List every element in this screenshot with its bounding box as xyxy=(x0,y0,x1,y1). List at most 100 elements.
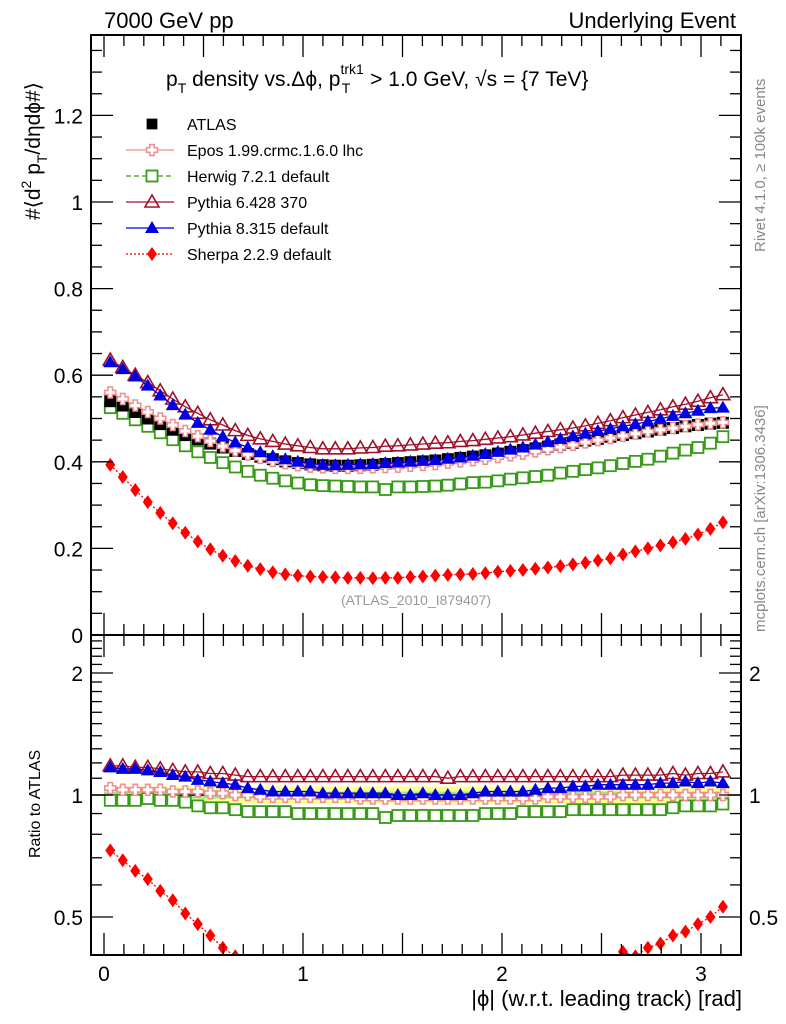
y-tick-label: 1.2 xyxy=(54,105,83,128)
ratio-point-sherpa xyxy=(580,963,590,977)
ratio-point-pythia xyxy=(165,768,180,781)
main-point-herwig xyxy=(253,468,267,482)
ratio-point-pythia xyxy=(478,784,493,797)
ratio-point-pythia xyxy=(714,763,732,778)
main-point-pythia xyxy=(353,457,368,470)
y-tick-label: 0 xyxy=(71,625,83,648)
ratio-point-pythia xyxy=(490,784,505,797)
ratio-point-pythia xyxy=(451,768,469,783)
main-title: pT density vs.Δϕ, ptrk1 T > 1.0 GeV, √s =… xyxy=(166,61,588,96)
ratio-point-pythia xyxy=(439,769,457,785)
ratio-point-herwig xyxy=(666,801,680,815)
main-point-pythia xyxy=(415,453,430,466)
legend-label-pythia: Pythia 6.428 370 xyxy=(187,195,307,212)
main-point-pythia xyxy=(590,424,605,437)
main-point-epos xyxy=(141,405,155,419)
ratio-point-pythia xyxy=(351,768,369,783)
ratio-point-pythia xyxy=(665,776,680,789)
x-tick-label: 1 xyxy=(297,963,309,986)
main-point-sherpa xyxy=(480,566,491,581)
ratio-point-herwig xyxy=(641,803,655,817)
ratio-point-herwig xyxy=(553,805,567,818)
ratio-point-herwig xyxy=(266,805,280,818)
ratio-y-tick-label: 1 xyxy=(71,785,83,808)
ratio-point-sherpa xyxy=(393,983,403,997)
ratio-point-herwig xyxy=(491,807,505,820)
ratio-point-epos xyxy=(154,783,167,797)
ratio-point-pythia xyxy=(390,788,405,800)
ratio-point-sherpa xyxy=(642,940,653,955)
ratio-point-epos xyxy=(654,788,667,802)
ratio-point-pythia xyxy=(440,788,455,800)
ratio-point-epos xyxy=(141,783,155,797)
ratio-point-pythia xyxy=(476,768,494,783)
ratio-point-sherpa xyxy=(343,978,353,992)
main-point-pythia xyxy=(489,429,507,444)
ratio-point-epos xyxy=(229,788,242,802)
main-point-pythia xyxy=(378,456,393,469)
ratio-point-sherpa xyxy=(192,917,203,932)
ratio-point-pythia xyxy=(278,784,293,797)
main-point-pythia xyxy=(240,440,255,453)
ratio-point-pythia xyxy=(203,774,218,787)
ratio-point-herwig xyxy=(478,807,492,820)
ratio-point-pythia xyxy=(376,768,394,783)
main-point-pythia xyxy=(653,411,668,424)
main-point-epos xyxy=(579,436,592,449)
main-point-pythia xyxy=(714,386,732,401)
main-point-pythia xyxy=(514,426,532,441)
main-point-pythia xyxy=(715,400,730,413)
ratio-point-pythia xyxy=(603,777,618,790)
main-point-pythia xyxy=(628,417,643,430)
ratio-point-sherpa xyxy=(180,906,191,921)
main-point-pythia xyxy=(439,434,457,449)
ratio-point-herwig xyxy=(128,793,142,807)
main-point-herwig xyxy=(704,436,717,450)
ratio-point-herwig xyxy=(403,809,417,822)
main-point-pythia xyxy=(328,458,343,471)
ratio-point-herwig xyxy=(691,799,705,813)
legend-item-herwig: Herwig 7.2.1 default xyxy=(126,169,330,186)
ratio-point-herwig xyxy=(191,799,205,813)
main-point-sherpa xyxy=(405,569,416,584)
main-point-sherpa xyxy=(280,567,291,582)
main-point-sherpa xyxy=(692,527,703,542)
main-point-herwig xyxy=(191,445,205,459)
ratio-y-tick-label-right: 2 xyxy=(749,663,761,686)
main-point-sherpa xyxy=(505,563,516,578)
main-point-herwig xyxy=(528,470,542,483)
legend-marker-atlas xyxy=(146,118,158,130)
ratio-point-epos xyxy=(641,788,655,802)
main-point-sherpa xyxy=(117,469,128,484)
ratio-point-pythia xyxy=(365,786,380,799)
ratio-point-sherpa xyxy=(142,872,153,887)
ratio-point-pythia xyxy=(453,788,468,800)
main-point-epos xyxy=(604,431,617,445)
ratio-point-sherpa xyxy=(593,958,603,972)
ratio-point-herwig xyxy=(654,803,667,817)
x-axis-label: |ϕ| (w.r.t. leading track) [rad] xyxy=(471,986,742,1011)
ratio-point-epos xyxy=(616,788,630,802)
main-point-sherpa xyxy=(592,553,603,568)
ratio-point-pythia xyxy=(489,768,507,783)
main-point-pythia xyxy=(603,421,618,434)
main-point-pythia xyxy=(403,454,418,467)
ratio-point-pythia xyxy=(326,768,344,783)
main-point-pythia xyxy=(464,431,482,447)
ratio-series-sherpa xyxy=(105,843,728,997)
main-point-herwig xyxy=(228,460,242,474)
main-point-epos xyxy=(541,442,555,456)
ratio-point-pythia xyxy=(190,772,205,785)
main-point-pythia xyxy=(276,435,294,450)
ratio-point-pythia xyxy=(678,774,693,787)
main-series-sherpa xyxy=(105,457,728,586)
ratio-point-sherpa xyxy=(518,973,528,987)
ratio-point-pythia xyxy=(378,786,393,799)
legend-item-atlas: ATLAS xyxy=(146,117,237,134)
ratio-point-sherpa xyxy=(243,958,253,972)
ratio-point-epos xyxy=(629,788,642,802)
ratio-series-pythia xyxy=(101,757,732,785)
ratio-point-herwig xyxy=(378,811,392,824)
ratio-point-epos xyxy=(529,792,542,805)
